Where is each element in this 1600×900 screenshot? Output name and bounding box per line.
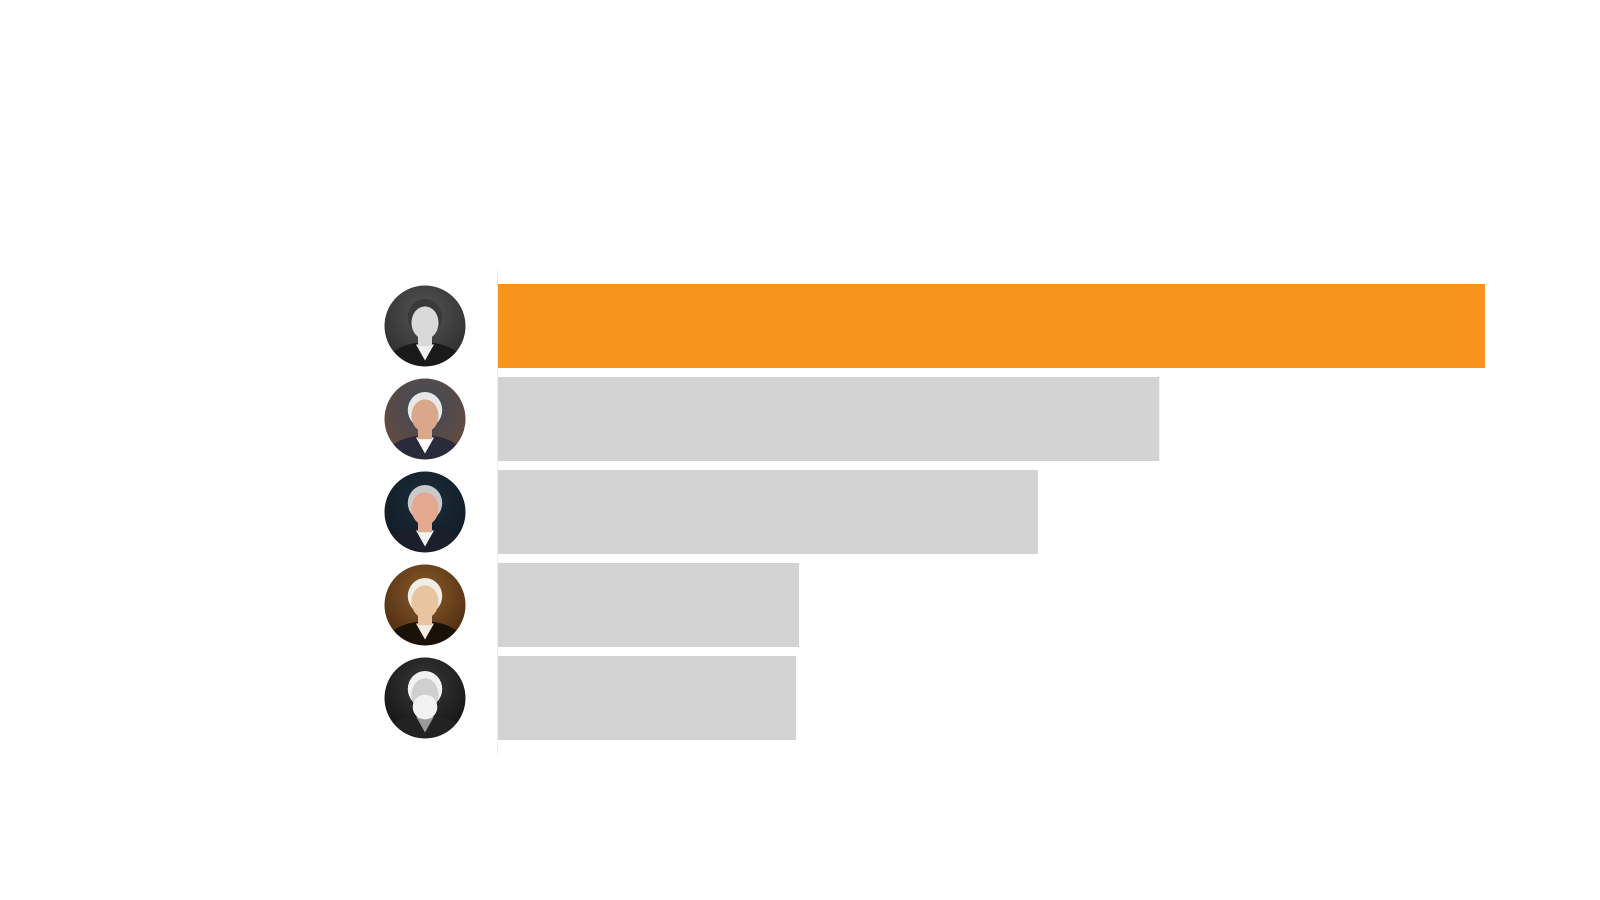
- bar-2: [498, 377, 1160, 461]
- bar-5: [498, 656, 797, 740]
- avatar-portrait-4: [384, 564, 466, 646]
- bar-4: [498, 563, 800, 647]
- avatar-ring-3: [383, 470, 467, 554]
- portrait-avatars: [383, 284, 467, 740]
- bars: [498, 284, 1485, 740]
- avatar-ring-5: [383, 656, 467, 740]
- avatar-portrait-1: [384, 285, 466, 367]
- bar-3: [498, 470, 1038, 554]
- avatar-portrait-5: [384, 657, 466, 739]
- avatar-ring-1: [383, 284, 467, 368]
- avatar-portrait-2: [384, 378, 466, 460]
- avatar-ring-4: [383, 563, 467, 647]
- avatar-ring-2: [383, 377, 467, 461]
- avatar-portrait-3: [384, 471, 466, 553]
- bar-1: [498, 284, 1485, 368]
